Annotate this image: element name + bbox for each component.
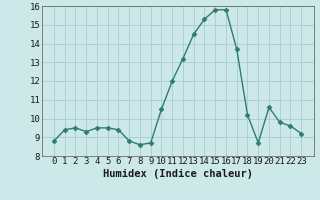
X-axis label: Humidex (Indice chaleur): Humidex (Indice chaleur)	[103, 169, 252, 179]
